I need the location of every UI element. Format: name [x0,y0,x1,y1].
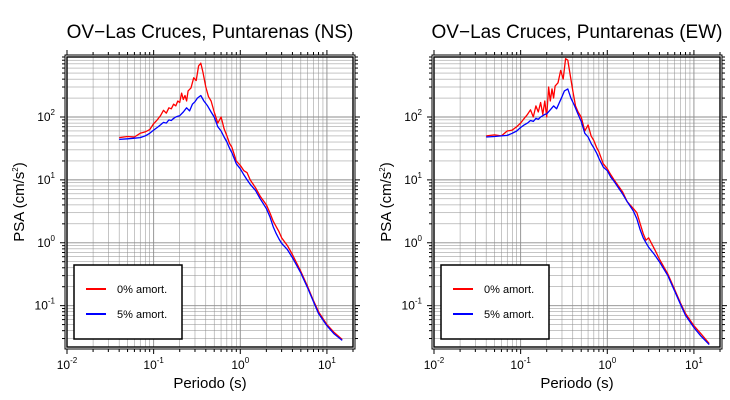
chart-title: OV−Las Cruces, Puntarenas (EW) [432,22,723,43]
tick-base: 10 [404,110,418,124]
legend-box [440,264,550,340]
tick-exponent: 1 [418,171,423,180]
tick-exponent: 0 [51,234,56,243]
series-line-0 [119,62,343,340]
plot-frame [433,56,721,348]
legend: 0% amort. 5% amort. [440,264,550,340]
y-tick-label: 102 [37,108,55,124]
y-axis-label-main: PSA (cm/s [378,172,395,242]
tick-exponent: -1 [48,297,56,306]
grid [434,57,720,347]
y-tick-label: 101 [404,171,422,187]
y-axis-label-sup: 2 [11,167,20,172]
plot-frame [66,56,354,348]
y-tick-label: 10-1 [35,297,56,313]
legend-label-0: 0% amort. [117,284,167,296]
tick-base: 10 [37,110,51,124]
series-line-0 [486,57,710,344]
tick-base: 10 [598,358,612,372]
x-tick-label: 101 [318,356,336,372]
tick-exponent: -1 [524,356,532,365]
chart-title: OV−Las Cruces, Puntarenas (NS) [67,22,354,43]
tick-exponent: -2 [70,356,78,365]
x-axis-label: Periodo (s) [173,375,246,392]
tick-base: 10 [35,299,49,313]
tick-base: 10 [143,358,157,372]
tick-base: 10 [685,358,699,372]
series-line-1 [119,94,343,341]
x-tick-label: 10-2 [424,356,445,372]
x-tick-label: 10-1 [143,356,164,372]
tick-exponent: 0 [245,356,250,365]
tick-base: 10 [318,358,332,372]
y-tick-label: 101 [37,171,55,187]
legend: 0% amort. 5% amort. [73,264,183,340]
y-tick-label: 10-1 [402,297,423,313]
tick-base: 10 [402,299,416,313]
chart-panel-ns: OV−Las Cruces, Puntarenas (NS) Periodo (… [11,22,360,392]
ticks [60,50,360,354]
series-line-1 [486,88,710,346]
tick-base: 10 [37,236,51,250]
tick-exponent: 1 [51,171,56,180]
tick-exponent: -1 [415,297,423,306]
chart-panel-ew: OV−Las Cruces, Puntarenas (EW) Periodo (… [378,22,727,392]
x-tick-label: 10-1 [510,356,531,372]
tick-exponent: 2 [51,108,56,117]
y-axis-label-close: ) [378,162,395,167]
tick-exponent: 2 [418,108,423,117]
y-axis-label-main: PSA (cm/s [11,172,28,242]
tick-base: 10 [424,358,438,372]
y-tick-label: 100 [404,234,422,250]
tick-base: 10 [510,358,524,372]
y-axis-label-sup: 2 [378,167,387,172]
legend-label-0: 0% amort. [484,284,534,296]
tick-exponent: 0 [418,234,423,243]
legend-box [73,264,183,340]
x-tick-label: 100 [598,356,616,372]
tick-exponent: 1 [331,356,336,365]
tick-base: 10 [57,358,71,372]
tick-base: 10 [231,358,245,372]
y-axis-label-close: ) [11,162,28,167]
tick-base: 10 [404,236,418,250]
tick-base: 10 [37,173,51,187]
ticks [427,50,727,354]
tick-exponent: -2 [437,356,445,365]
y-axis-label: PSA (cm/s2) [11,162,28,241]
tick-exponent: 1 [698,356,703,365]
y-tick-label: 100 [37,234,55,250]
x-tick-label: 101 [685,356,703,372]
legend-label-1: 5% amort. [484,309,534,321]
tick-exponent: -1 [157,356,165,365]
y-axis-label: PSA (cm/s2) [378,162,395,241]
y-tick-label: 102 [404,108,422,124]
legend-label-1: 5% amort. [117,309,167,321]
plot-frame-outer [64,54,356,350]
tick-base: 10 [404,173,418,187]
tick-exponent: 0 [612,356,617,365]
x-tick-label: 10-2 [57,356,78,372]
x-tick-label: 100 [231,356,249,372]
x-axis-label: Periodo (s) [540,375,613,392]
plot-frame-outer [431,54,723,350]
